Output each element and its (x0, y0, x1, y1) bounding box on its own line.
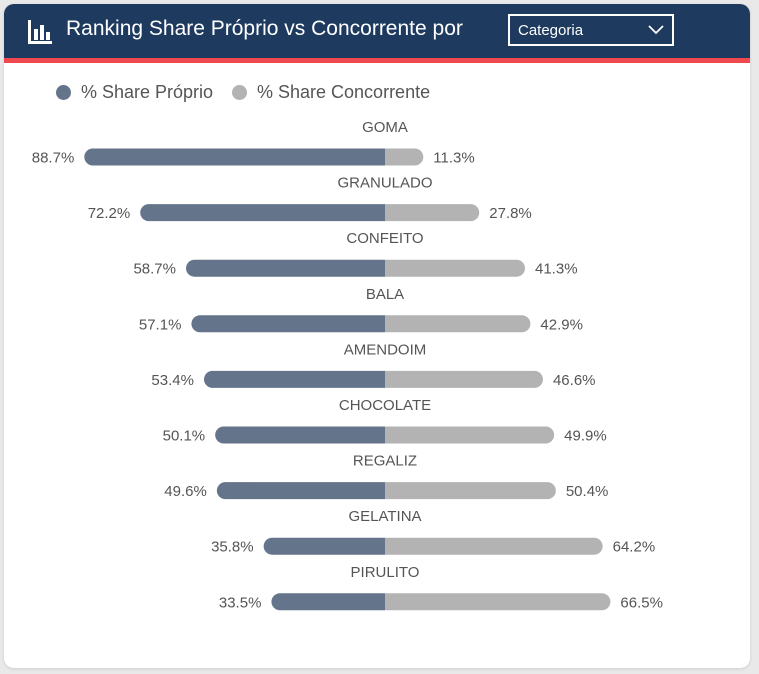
data-label-competitor: 27.8% (489, 205, 532, 222)
bar-share-own[interactable] (263, 537, 385, 555)
data-label-own: 49.6% (164, 483, 207, 500)
data-label-own: 33.5% (219, 594, 262, 611)
data-label-competitor: 64.2% (613, 539, 656, 556)
bar-share-own[interactable] (84, 148, 385, 166)
bar-share-own[interactable] (203, 370, 385, 388)
category-label: GELATINA (348, 508, 421, 525)
bar-share-competitor[interactable] (385, 537, 603, 555)
bar-share-competitor[interactable] (385, 482, 556, 500)
bar-share-competitor[interactable] (385, 593, 611, 611)
legend-label-own: % Share Próprio (81, 82, 214, 102)
data-label-own: 35.8% (211, 539, 254, 556)
bar-share-own[interactable] (216, 482, 385, 500)
bar-share-own[interactable] (215, 426, 385, 444)
data-label-competitor: 46.6% (553, 372, 596, 389)
bar-share-own[interactable] (140, 204, 385, 222)
data-label-competitor: 41.3% (535, 261, 578, 278)
data-label-own: 53.4% (151, 372, 194, 389)
data-label-own: 72.2% (88, 205, 131, 222)
bar-share-competitor[interactable] (385, 259, 525, 277)
bar-share-competitor[interactable] (385, 315, 531, 333)
bar-share-competitor[interactable] (385, 370, 543, 388)
data-label-own: 50.1% (163, 428, 206, 445)
legend-dot-competitor (232, 85, 247, 100)
category-label: AMENDOIM (344, 341, 427, 358)
bar-share-own[interactable] (186, 259, 385, 277)
bar-chart-icon (28, 20, 52, 44)
chart-card: Ranking Share Próprio vs Concorrente por… (4, 4, 750, 668)
legend-label-competitor: % Share Concorrente (257, 82, 431, 102)
data-label-competitor: 11.3% (433, 150, 474, 167)
bar-share-competitor[interactable] (385, 204, 480, 222)
chevron-down-icon (648, 25, 664, 35)
bar-share-competitor[interactable] (385, 148, 424, 166)
category-label: CHOCOLATE (339, 397, 431, 414)
dropdown-selected-value: Categoria (518, 22, 584, 39)
data-label-competitor: 49.9% (564, 428, 607, 445)
data-label-competitor: 66.5% (620, 594, 663, 611)
bar-share-own[interactable] (271, 593, 385, 611)
data-label-own: 88.7% (32, 150, 75, 167)
data-label-own: 57.1% (139, 316, 182, 333)
chart-title: Ranking Share Próprio vs Concorrente por (66, 17, 463, 40)
data-label-competitor: 50.4% (566, 483, 609, 500)
data-label-own: 58.7% (133, 261, 176, 278)
bar-share-competitor[interactable] (385, 426, 555, 444)
category-label: PIRULITO (351, 564, 420, 581)
category-dropdown[interactable]: Categoria (508, 14, 674, 46)
category-label: GRANULADO (337, 175, 432, 192)
category-label: CONFEITO (346, 230, 423, 247)
diverging-bar-chart: GOMA 88.7% 11.3%GRANULADO 72.2% 27.8% CONFEIT… (32, 119, 663, 611)
data-label-competitor: 42.9% (540, 316, 583, 333)
category-label: BALA (366, 286, 404, 303)
legend-dot-own (56, 85, 71, 100)
category-label: REGALIZ (353, 453, 417, 470)
bar-share-own[interactable] (191, 315, 385, 333)
category-label: GOMA (362, 119, 408, 136)
card-header: Ranking Share Próprio vs Concorrente por… (4, 4, 750, 63)
